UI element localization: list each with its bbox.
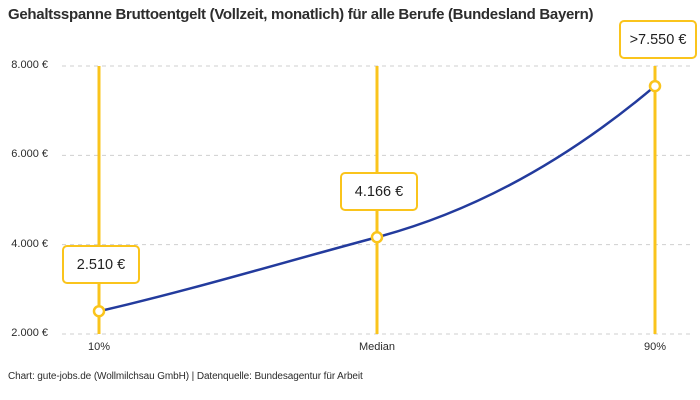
callout-90th-percentile-value: >7.550 € — [629, 31, 687, 48]
callout-10th-percentile-value: 2.510 € — [76, 256, 126, 273]
callout-10th-percentile: 2.510 € — [62, 245, 140, 284]
x-tick-label: 10% — [87, 341, 111, 353]
x-tick-label: 90% — [643, 341, 667, 353]
data-point-marker — [370, 231, 384, 244]
callout-median-value: 4.166 € — [354, 183, 404, 200]
chart-title: Gehaltsspanne Bruttoentgelt (Vollzeit, m… — [8, 6, 594, 23]
y-tick-label: 6.000 € — [11, 148, 48, 161]
data-point-marker — [92, 304, 106, 318]
callout-median: 4.166 € — [340, 172, 418, 211]
x-tick-label: Median — [358, 341, 396, 353]
y-tick-label: 4.000 € — [11, 237, 48, 250]
callout-90th-percentile: >7.550 € — [619, 20, 697, 59]
chart-credit: Chart: gute-jobs.de (Wollmilchsau GmbH) … — [8, 371, 363, 382]
data-point-marker — [648, 79, 662, 93]
y-tick-label: 8.000 € — [11, 59, 48, 71]
y-tick-label: 2.000 € — [11, 327, 48, 339]
